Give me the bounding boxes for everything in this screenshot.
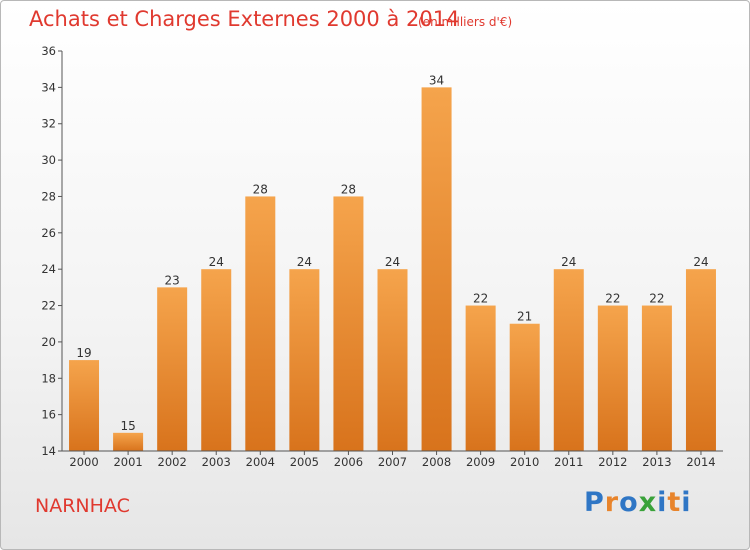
x-tick-label: 2008 — [422, 455, 451, 469]
bar-2003 — [201, 269, 232, 451]
bar-2006 — [333, 196, 364, 451]
y-tick-label: 20 — [41, 335, 56, 349]
data-label: 24 — [693, 255, 708, 269]
y-tick-label: 32 — [41, 117, 56, 131]
y-tick-label: 16 — [41, 408, 56, 422]
data-label: 15 — [120, 419, 135, 433]
data-label: 22 — [649, 292, 664, 306]
x-tick-label: 2003 — [202, 455, 231, 469]
logo-letter: r — [604, 487, 620, 518]
bar-2014 — [685, 269, 716, 451]
proxiti-logo: Proxiti — [584, 487, 692, 518]
bar-2000 — [69, 360, 100, 451]
bar-2005 — [289, 269, 320, 451]
x-tick-label: 2010 — [510, 455, 539, 469]
x-tick-label: 2005 — [290, 455, 319, 469]
x-tick-label: 2006 — [334, 455, 363, 469]
logo-letter: P — [584, 487, 605, 518]
x-tick-label: 2002 — [158, 455, 187, 469]
data-label: 34 — [429, 73, 444, 87]
y-tick-label: 22 — [41, 299, 56, 313]
y-tick-label: 30 — [41, 153, 56, 167]
data-label: 28 — [341, 182, 356, 196]
data-label: 24 — [561, 255, 576, 269]
data-label: 22 — [605, 292, 620, 306]
x-tick-label: 2001 — [113, 455, 142, 469]
bar-2007 — [377, 269, 408, 451]
x-tick-label: 2011 — [554, 455, 583, 469]
y-tick-label: 24 — [41, 262, 56, 276]
x-tick-label: 2013 — [642, 455, 671, 469]
logo-letter: i — [681, 487, 692, 518]
x-tick-label: 2012 — [598, 455, 627, 469]
data-label: 22 — [473, 292, 488, 306]
y-tick-label: 14 — [41, 444, 56, 458]
data-label: 24 — [385, 255, 400, 269]
x-tick-label: 2007 — [378, 455, 407, 469]
bar-2011 — [553, 269, 584, 451]
chart-subtitle: (en milliers d'€) — [418, 15, 513, 29]
logo-letter: t — [667, 487, 682, 518]
x-tick-label: 2014 — [686, 455, 715, 469]
y-tick-label: 26 — [41, 226, 56, 240]
bar-2002 — [157, 287, 188, 451]
logo-letter: x — [638, 487, 658, 518]
data-label: 24 — [297, 255, 312, 269]
data-label: 19 — [76, 346, 91, 360]
x-tick-label: 2000 — [69, 455, 98, 469]
data-label: 24 — [209, 255, 224, 269]
bar-2013 — [641, 305, 672, 451]
bar-2012 — [597, 305, 628, 451]
y-tick-label: 34 — [41, 80, 56, 94]
logo-letter: i — [657, 487, 668, 518]
place-name: NARNHAC — [35, 495, 130, 517]
chart-title: Achats et Charges Externes 2000 à 2014 — [29, 7, 460, 31]
bar-2001 — [113, 432, 144, 451]
y-tick-label: 28 — [41, 189, 56, 203]
bar-2008 — [421, 87, 452, 451]
data-label: 28 — [253, 182, 268, 196]
data-label: 23 — [165, 273, 180, 287]
logo-letter: o — [619, 487, 639, 518]
data-label: 21 — [517, 310, 532, 324]
bar-2010 — [509, 323, 540, 451]
y-tick-label: 36 — [41, 44, 56, 58]
x-tick-label: 2004 — [246, 455, 275, 469]
x-tick-label: 2009 — [466, 455, 495, 469]
bar-2009 — [465, 305, 496, 451]
y-tick-label: 18 — [41, 371, 56, 385]
bar-2004 — [245, 196, 276, 451]
